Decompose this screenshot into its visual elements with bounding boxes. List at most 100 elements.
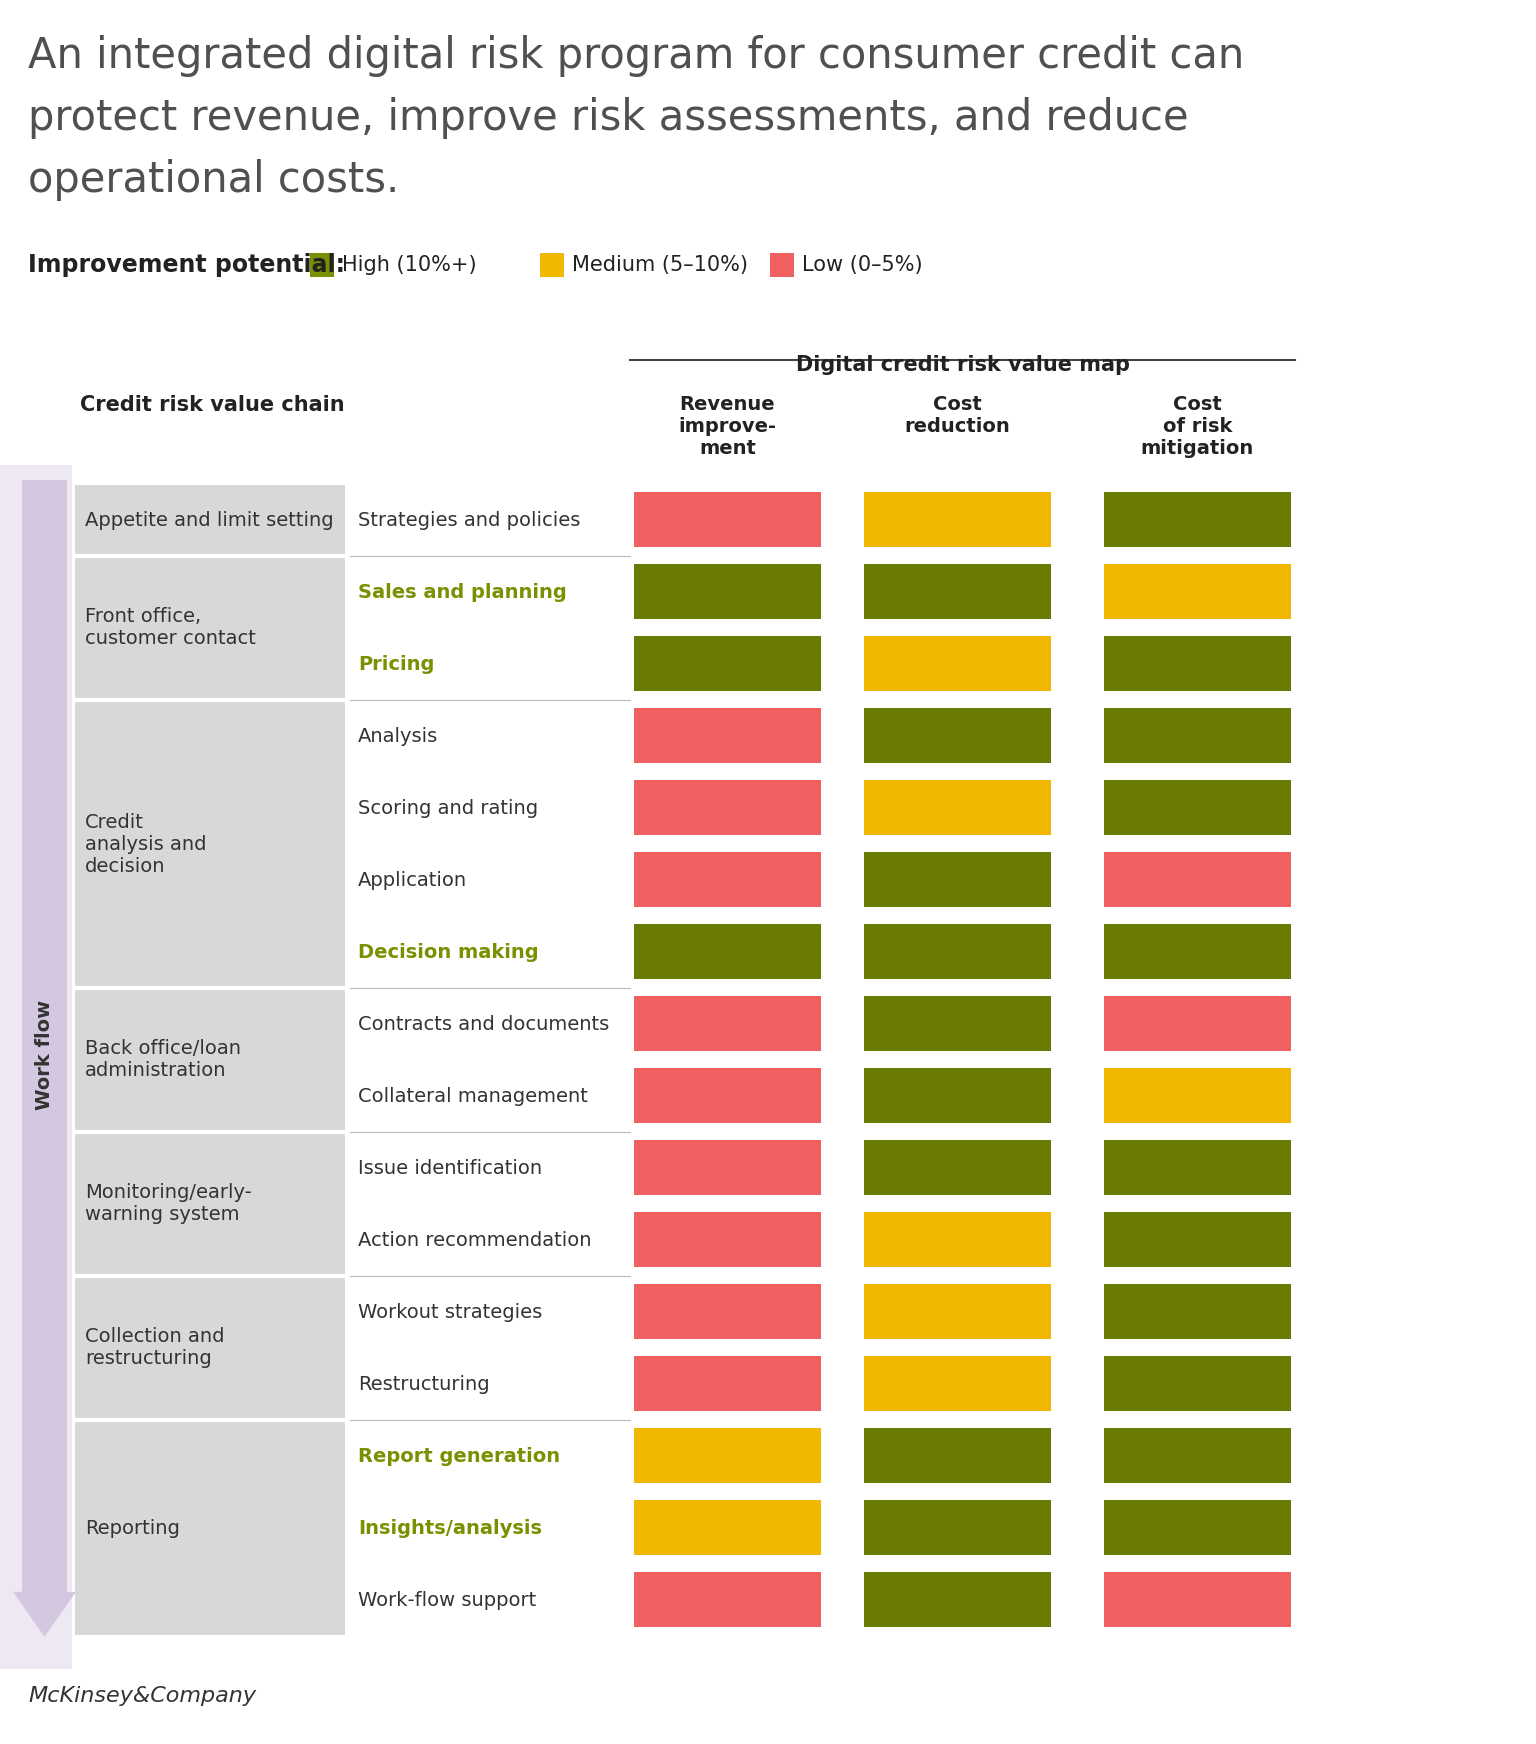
- Bar: [350, 1067, 630, 1125]
- Bar: [75, 701, 346, 987]
- Bar: [75, 485, 346, 555]
- Bar: [634, 1428, 822, 1482]
- Text: Analysis: Analysis: [358, 727, 438, 745]
- Bar: [0, 466, 72, 1669]
- Bar: [634, 1355, 822, 1411]
- Text: Digital credit risk value map: Digital credit risk value map: [796, 356, 1129, 375]
- Bar: [863, 1571, 1051, 1627]
- Bar: [863, 708, 1051, 764]
- Bar: [75, 1134, 346, 1275]
- Bar: [863, 1355, 1051, 1411]
- Bar: [1104, 780, 1290, 835]
- Text: Decision making: Decision making: [358, 942, 539, 961]
- Bar: [75, 989, 346, 1130]
- Text: Work flow: Work flow: [35, 999, 54, 1109]
- Bar: [634, 1284, 822, 1339]
- Text: Front office,
customer contact: Front office, customer contact: [84, 607, 257, 649]
- Bar: [350, 1141, 630, 1196]
- Text: Action recommendation: Action recommendation: [358, 1231, 591, 1249]
- Text: Report generation: Report generation: [358, 1446, 561, 1465]
- Bar: [1104, 851, 1290, 907]
- Text: Insights/analysis: Insights/analysis: [358, 1519, 542, 1538]
- Bar: [1104, 1141, 1290, 1195]
- Text: operational costs.: operational costs.: [28, 159, 399, 201]
- Text: Work-flow support: Work-flow support: [358, 1591, 536, 1610]
- Bar: [1104, 563, 1290, 619]
- Text: Cost
of risk
mitigation: Cost of risk mitigation: [1141, 394, 1253, 459]
- Bar: [634, 780, 822, 835]
- Text: An integrated digital risk program for consumer credit can: An integrated digital risk program for c…: [28, 35, 1244, 77]
- Bar: [863, 780, 1051, 835]
- Bar: [1104, 708, 1290, 764]
- Bar: [350, 563, 630, 621]
- Bar: [634, 1500, 822, 1556]
- Text: Credit
analysis and
decision: Credit analysis and decision: [84, 813, 206, 875]
- Bar: [863, 996, 1051, 1052]
- Bar: [1104, 1212, 1290, 1268]
- Bar: [634, 492, 822, 548]
- Bar: [310, 253, 333, 277]
- Bar: [350, 708, 630, 764]
- Bar: [1104, 1284, 1290, 1339]
- Bar: [350, 1212, 630, 1268]
- Text: Issue identification: Issue identification: [358, 1158, 542, 1177]
- Bar: [75, 1277, 346, 1418]
- Bar: [1104, 637, 1290, 691]
- Text: Workout strategies: Workout strategies: [358, 1303, 542, 1322]
- Bar: [350, 851, 630, 909]
- Text: McKinsey&Company: McKinsey&Company: [28, 1686, 257, 1706]
- Text: Back office/loan
administration: Back office/loan administration: [84, 1039, 241, 1081]
- Bar: [1104, 996, 1290, 1052]
- Bar: [634, 1141, 822, 1195]
- Bar: [863, 492, 1051, 548]
- Text: Sales and planning: Sales and planning: [358, 582, 567, 602]
- Bar: [863, 637, 1051, 691]
- Bar: [1104, 924, 1290, 978]
- Bar: [863, 1500, 1051, 1556]
- Bar: [634, 637, 822, 691]
- Bar: [1104, 1355, 1290, 1411]
- Bar: [634, 996, 822, 1052]
- Text: Cost
reduction: Cost reduction: [905, 394, 1011, 436]
- Bar: [350, 1428, 630, 1484]
- Bar: [350, 780, 630, 835]
- Bar: [634, 1571, 822, 1627]
- Text: Collateral management: Collateral management: [358, 1087, 588, 1106]
- Bar: [1104, 1428, 1290, 1482]
- Bar: [863, 1212, 1051, 1268]
- Text: Collection and
restructuring: Collection and restructuring: [84, 1327, 224, 1369]
- Bar: [75, 558, 346, 699]
- Text: Pricing: Pricing: [358, 654, 435, 673]
- Bar: [863, 851, 1051, 907]
- Polygon shape: [12, 1592, 75, 1638]
- Bar: [1104, 1067, 1290, 1123]
- Bar: [863, 1067, 1051, 1123]
- Bar: [350, 1571, 630, 1629]
- Text: Strategies and policies: Strategies and policies: [358, 511, 581, 530]
- Text: protect revenue, improve risk assessments, and reduce: protect revenue, improve risk assessment…: [28, 98, 1189, 140]
- Bar: [541, 253, 564, 277]
- Text: Appetite and limit setting: Appetite and limit setting: [84, 511, 333, 530]
- Bar: [1104, 492, 1290, 548]
- Bar: [350, 924, 630, 980]
- Bar: [75, 1421, 346, 1634]
- Bar: [634, 851, 822, 907]
- Bar: [350, 996, 630, 1052]
- Bar: [350, 1284, 630, 1339]
- Bar: [863, 563, 1051, 619]
- Bar: [350, 637, 630, 692]
- Bar: [863, 1284, 1051, 1339]
- Text: Scoring and rating: Scoring and rating: [358, 799, 538, 818]
- Text: Monitoring/early-
warning system: Monitoring/early- warning system: [84, 1184, 252, 1224]
- Bar: [634, 924, 822, 978]
- Text: Credit risk value chain: Credit risk value chain: [80, 394, 344, 415]
- Bar: [863, 924, 1051, 978]
- Text: Revenue
improve-
ment: Revenue improve- ment: [679, 394, 777, 459]
- Bar: [22, 480, 68, 1594]
- Text: Application: Application: [358, 870, 467, 889]
- Text: Medium (5–10%): Medium (5–10%): [571, 255, 748, 276]
- Text: Restructuring: Restructuring: [358, 1374, 490, 1393]
- Bar: [350, 492, 630, 548]
- Bar: [634, 1212, 822, 1268]
- Bar: [1104, 1500, 1290, 1556]
